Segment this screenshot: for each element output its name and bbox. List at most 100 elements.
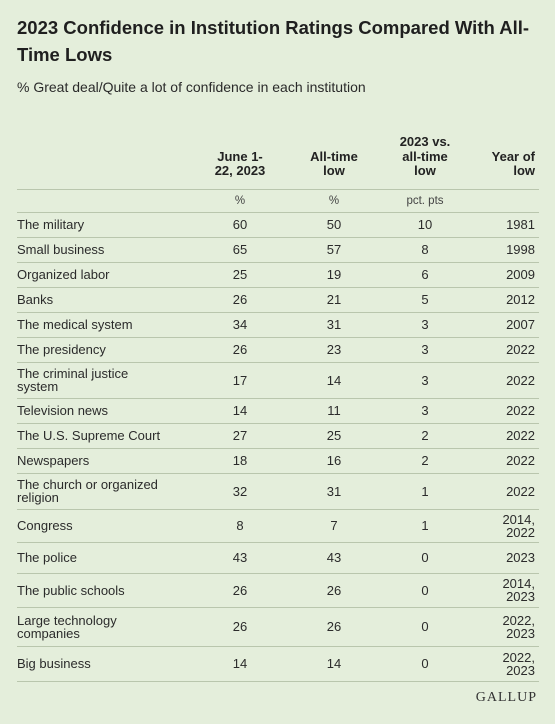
difference-value: 5 [375,287,475,313]
table-row: The U.S. Supreme Court 27 25 2 2022 [17,423,539,449]
difference-value: 1 [375,473,475,510]
header-june: June 1- 22, 2023 [214,148,266,178]
institution-name: Newspapers [17,448,187,474]
june-2023-value: 65 [187,237,293,263]
difference-value: 0 [375,542,475,574]
year-of-low-value: 2022 [475,398,539,424]
year-of-low-value: 2022 [475,337,539,363]
year-of-low-value: 2022, 2023 [475,607,539,647]
june-2023-value: 26 [187,607,293,647]
difference-value: 10 [375,212,475,238]
june-2023-value: 60 [187,212,293,238]
table-row: The criminal justice system 17 14 3 2022 [17,362,539,399]
unit-blank [17,188,187,213]
all-time-low-value: 19 [293,262,375,288]
year-of-low-value: 2022, 2023 [475,646,539,682]
june-2023-value: 26 [187,337,293,363]
institution-name: The medical system [17,312,187,338]
difference-value: 1 [375,509,475,543]
june-2023-value: 18 [187,448,293,474]
year-of-low-value: 2022 [475,473,539,510]
institution-name: Banks [17,287,187,313]
header-all-time-low: All-time low [310,148,358,178]
table-row: Organized labor 25 19 6 2009 [17,262,539,288]
year-of-low-value: 2023 [475,542,539,574]
all-time-low-value: 11 [293,398,375,424]
header-year-of-low: Year of low [491,148,535,178]
institution-name: Television news [17,398,187,424]
table-row: The public schools 26 26 0 2014, 2023 [17,573,539,608]
june-2023-value: 8 [187,509,293,543]
unit-low: % [293,188,375,213]
table-row: The presidency 26 23 3 2022 [17,337,539,363]
june-2023-value: 43 [187,542,293,574]
all-time-low-value: 31 [293,312,375,338]
unit-june: % [187,188,293,213]
header-row: June 1- 22, 2023 All-time low 2023 vs. a… [17,134,539,189]
difference-value: 3 [375,312,475,338]
june-2023-value: 17 [187,362,293,399]
unit-row: % % pct. pts [17,188,539,213]
all-time-low-value: 25 [293,423,375,449]
institution-name: Large technology companies [17,607,187,647]
institution-name: Small business [17,237,187,263]
year-of-low-value: 1981 [475,212,539,238]
table-row: Television news 14 11 3 2022 [17,398,539,424]
june-2023-value: 34 [187,312,293,338]
page-title: 2023 Confidence in Institution Ratings C… [17,17,530,65]
institution-name: The police [17,542,187,574]
june-2023-value: 27 [187,423,293,449]
table-row: Big business 14 14 0 2022, 2023 [17,646,539,682]
institution-name: The military [17,212,187,238]
june-2023-value: 14 [187,646,293,682]
june-2023-value: 26 [187,573,293,608]
unit-diff: pct. pts [375,188,475,213]
all-time-low-value: 50 [293,212,375,238]
difference-value: 0 [375,646,475,682]
table-row: Congress 8 7 1 2014, 2022 [17,509,539,543]
table-row: Small business 65 57 8 1998 [17,237,539,263]
difference-value: 0 [375,573,475,608]
header-institution [17,135,187,189]
all-time-low-value: 21 [293,287,375,313]
all-time-low-value: 43 [293,542,375,574]
difference-value: 8 [375,237,475,263]
year-of-low-value: 2022 [475,362,539,399]
year-of-low-value: 2007 [475,312,539,338]
all-time-low-value: 31 [293,473,375,510]
institution-name: The church or organized religion [17,473,187,510]
june-2023-value: 32 [187,473,293,510]
year-of-low-value: 2022 [475,448,539,474]
difference-value: 3 [375,362,475,399]
institution-name: The public schools [17,573,187,608]
page-subtitle: % Great deal/Quite a lot of confidence i… [17,79,366,95]
institution-name: Congress [17,509,187,543]
institution-name: Big business [17,646,187,682]
june-2023-value: 26 [187,287,293,313]
all-time-low-value: 57 [293,237,375,263]
gallup-logo: GALLUP [475,690,537,705]
year-of-low-value: 2014, 2022 [475,509,539,543]
table-row: Newspapers 18 16 2 2022 [17,448,539,474]
difference-value: 2 [375,423,475,449]
difference-value: 0 [375,607,475,647]
year-of-low-value: 2014, 2023 [475,573,539,608]
june-2023-value: 14 [187,398,293,424]
unit-year [475,188,539,213]
all-time-low-value: 14 [293,362,375,399]
difference-value: 3 [375,337,475,363]
table-row: Large technology companies 26 26 0 2022, 202… [17,607,539,647]
difference-value: 2 [375,448,475,474]
table-row: The military 60 50 10 1981 [17,212,539,238]
difference-value: 3 [375,398,475,424]
table-row: The church or organized religion 32 31 1 202… [17,473,539,510]
all-time-low-value: 14 [293,646,375,682]
confidence-table: June 1- 22, 2023 All-time low 2023 vs. a… [17,134,539,682]
institution-name: Organized labor [17,262,187,288]
table-row: The medical system 34 31 3 2007 [17,312,539,338]
table-row: The police 43 43 0 2023 [17,542,539,574]
year-of-low-value: 2022 [475,423,539,449]
june-2023-value: 25 [187,262,293,288]
all-time-low-value: 23 [293,337,375,363]
